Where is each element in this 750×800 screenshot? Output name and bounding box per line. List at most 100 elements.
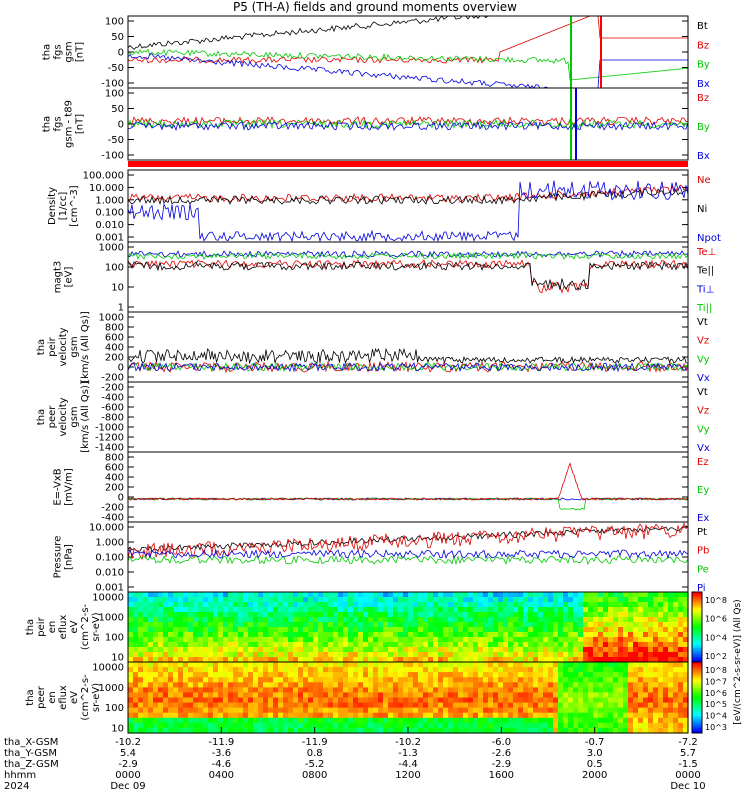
spectrogram-cell <box>508 702 514 709</box>
spectrogram-cell <box>378 612 384 618</box>
spectrogram-cell <box>183 712 189 719</box>
spectrogram-cell <box>178 597 184 603</box>
spectrogram-cell <box>548 637 554 643</box>
spectrogram-cell <box>218 702 224 709</box>
spectrogram-cell <box>628 697 634 704</box>
spectrogram-cell <box>493 657 499 663</box>
spectrogram-cell <box>243 647 249 653</box>
spectrogram-cell <box>298 727 304 734</box>
spectrogram-cell <box>673 592 679 598</box>
spectrogram-cell <box>158 717 164 724</box>
spectrogram-cell <box>478 617 484 623</box>
spectrogram-cell <box>413 622 419 628</box>
spectrogram-cell <box>638 622 644 628</box>
spectrogram-cell <box>163 707 169 714</box>
spectrogram-cell <box>198 702 204 709</box>
spectrogram-cell <box>668 612 674 618</box>
spectrogram-cell <box>248 602 254 608</box>
spectrogram-cell <box>293 627 299 633</box>
spectrogram-cell <box>408 602 414 608</box>
ylabel-line: gsm <box>69 406 80 427</box>
spectrogram-cell <box>653 727 659 734</box>
spectrogram-cell <box>483 592 489 598</box>
spectrogram-cell <box>573 682 579 688</box>
spectrogram-cell <box>588 692 594 699</box>
spectrogram-cell <box>678 657 684 663</box>
ylabel-line: sr-eV) <box>91 612 102 641</box>
spectrogram-cell <box>158 667 164 673</box>
spectrogram-cell <box>313 662 319 668</box>
spectrogram-cell <box>568 697 574 704</box>
spectrogram-cell <box>328 602 334 608</box>
spectrogram-cell <box>463 712 469 719</box>
spectrogram-cell <box>338 632 344 638</box>
spectrogram-cell <box>678 687 684 694</box>
spectrogram-cell <box>258 667 264 673</box>
spectrogram-cell <box>448 702 454 709</box>
spectrogram-cell <box>403 642 409 648</box>
colorbar-step <box>692 721 702 725</box>
spectrogram-cell <box>268 707 274 714</box>
spectrogram-cell <box>373 597 379 603</box>
spectrogram-cell <box>423 712 429 719</box>
spectrogram-cell <box>428 677 434 683</box>
spectrogram-cell <box>563 622 569 628</box>
spectrogram-cell <box>288 602 294 608</box>
spectrogram-cell <box>143 712 149 719</box>
spectrogram-cell <box>608 672 614 678</box>
spectrogram-cell <box>238 652 244 658</box>
spectrogram-cell <box>658 622 664 628</box>
xaxis-row-label: tha_Z-GSM <box>4 759 59 770</box>
spectrogram-cell <box>548 622 554 628</box>
xtick-label: -7.2 <box>678 737 698 748</box>
spectrogram-cell <box>553 657 559 663</box>
spectrogram-cell <box>143 627 149 633</box>
spectrogram-cell <box>203 607 209 613</box>
xtick-label: -2.6 <box>492 748 512 759</box>
spectrogram-cell <box>213 702 219 709</box>
spectrogram-cell <box>343 652 349 658</box>
spectrogram-cell <box>548 612 554 618</box>
spectrogram-cell <box>668 727 674 734</box>
spectrogram-cell <box>573 652 579 658</box>
spectrogram-cell <box>293 672 299 678</box>
spectrogram-cell <box>263 692 269 699</box>
spectrogram-cell <box>548 712 554 719</box>
spectrogram-cell <box>208 617 214 623</box>
spectrogram-cell <box>638 607 644 613</box>
spectrogram-cell <box>643 607 649 613</box>
spectrogram-cell <box>158 702 164 709</box>
spectrogram-cell <box>283 722 289 729</box>
spectrogram-cell <box>323 712 329 719</box>
spectrogram-cell <box>358 637 364 643</box>
spectrogram-cell <box>393 647 399 653</box>
spectrogram-cell <box>158 707 164 714</box>
spectrogram-cell <box>588 672 594 678</box>
spectrogram-cell <box>473 647 479 653</box>
spectrogram-cell <box>538 692 544 699</box>
spectrogram-cell <box>378 647 384 653</box>
spectrogram-cell <box>208 672 214 678</box>
spectrogram-cell <box>383 632 389 638</box>
spectrogram-cell <box>663 657 669 663</box>
spectrogram-cell <box>338 592 344 598</box>
spectrogram-cell <box>473 637 479 643</box>
spectrogram-cell <box>503 712 509 719</box>
spectrogram-cell <box>408 627 414 633</box>
spectrogram-cell <box>613 697 619 704</box>
spectrogram-cell <box>343 642 349 648</box>
spectrogram-cell <box>453 672 459 678</box>
spectrogram-cell <box>448 617 454 623</box>
spectrogram-cell <box>398 657 404 663</box>
spectrogram-cell <box>258 647 264 653</box>
spectrogram-cell <box>278 667 284 673</box>
spectrogram-cell <box>573 607 579 613</box>
spectrogram-cell <box>253 672 259 678</box>
spectrogram-cell <box>473 702 479 709</box>
spectrogram-cell <box>153 642 159 648</box>
spectrogram-cell <box>448 607 454 613</box>
spectrogram-cell <box>203 602 209 608</box>
spectrogram-cell <box>433 637 439 643</box>
spectrogram-cell <box>383 657 389 663</box>
spectrogram-cell <box>568 672 574 678</box>
